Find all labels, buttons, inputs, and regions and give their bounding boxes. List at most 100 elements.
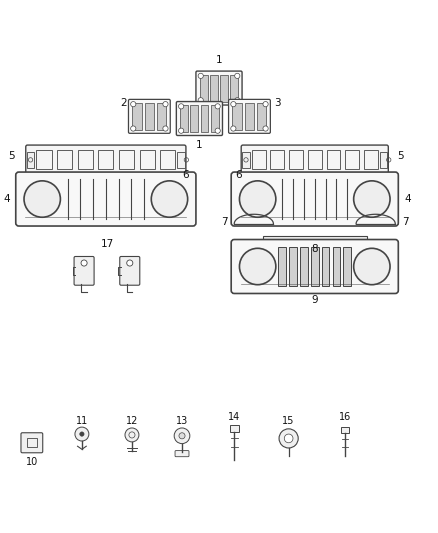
FancyBboxPatch shape (229, 99, 270, 133)
Bar (27, 439, 37, 447)
Bar (78, 150, 93, 169)
Bar (327, 150, 340, 169)
Bar (257, 103, 266, 130)
Circle shape (80, 432, 84, 436)
Text: 17: 17 (101, 239, 114, 249)
Bar (233, 103, 242, 130)
Bar (157, 103, 166, 130)
Text: 1: 1 (196, 140, 203, 150)
Bar (145, 103, 154, 130)
Bar (252, 150, 265, 169)
Bar (36, 150, 52, 169)
Circle shape (75, 427, 89, 441)
Bar (332, 247, 340, 286)
Text: 6: 6 (182, 169, 189, 180)
FancyBboxPatch shape (120, 256, 140, 285)
Bar (34, 174, 178, 179)
Bar (180, 105, 188, 132)
Circle shape (279, 429, 298, 448)
Bar (262, 236, 367, 240)
Text: 14: 14 (228, 412, 240, 422)
Bar (364, 150, 378, 169)
Text: 3: 3 (275, 98, 281, 108)
Bar (380, 152, 388, 168)
Text: 9: 9 (311, 295, 318, 305)
Circle shape (215, 104, 220, 109)
Bar (242, 152, 250, 168)
FancyBboxPatch shape (231, 239, 398, 294)
Bar (245, 103, 254, 130)
Circle shape (179, 104, 184, 109)
Circle shape (163, 102, 168, 107)
FancyBboxPatch shape (74, 256, 94, 285)
FancyBboxPatch shape (196, 71, 242, 105)
Circle shape (179, 433, 185, 439)
Text: 1: 1 (215, 55, 223, 66)
Text: 7: 7 (402, 217, 408, 227)
Circle shape (81, 260, 87, 266)
Circle shape (353, 248, 390, 285)
Text: 12: 12 (126, 416, 138, 426)
Bar (270, 150, 284, 169)
Bar (289, 150, 303, 169)
Text: 5: 5 (8, 150, 14, 160)
Circle shape (231, 102, 236, 107)
Circle shape (198, 73, 203, 78)
Circle shape (263, 126, 268, 131)
Text: 4: 4 (404, 194, 410, 204)
Circle shape (127, 260, 133, 266)
Circle shape (198, 98, 203, 103)
Text: 13: 13 (176, 416, 188, 426)
Circle shape (240, 181, 276, 217)
Bar (200, 75, 208, 102)
Bar (321, 247, 329, 286)
Bar (191, 105, 198, 132)
Bar (140, 150, 155, 169)
Bar (201, 105, 208, 132)
Bar (230, 425, 239, 432)
FancyBboxPatch shape (128, 99, 170, 133)
Bar (119, 150, 134, 169)
FancyBboxPatch shape (21, 433, 43, 453)
Circle shape (235, 98, 240, 103)
Circle shape (231, 126, 236, 131)
FancyBboxPatch shape (231, 172, 398, 226)
Bar (345, 150, 359, 169)
Bar (211, 105, 219, 132)
Text: 6: 6 (236, 169, 242, 180)
Bar (230, 75, 238, 102)
Bar (160, 150, 176, 169)
Text: 15: 15 (283, 416, 295, 426)
FancyBboxPatch shape (16, 172, 196, 226)
Bar (300, 247, 308, 286)
Circle shape (235, 73, 240, 78)
Text: 4: 4 (4, 194, 10, 204)
Circle shape (24, 181, 60, 217)
Circle shape (179, 128, 184, 133)
Bar (57, 150, 72, 169)
Circle shape (131, 102, 136, 107)
Text: 10: 10 (26, 457, 38, 467)
Circle shape (174, 428, 190, 443)
Bar (177, 152, 185, 168)
Text: 11: 11 (76, 416, 88, 426)
FancyBboxPatch shape (26, 145, 186, 175)
Bar (279, 247, 286, 286)
Bar (27, 152, 35, 168)
Bar (311, 247, 318, 286)
Circle shape (163, 126, 168, 131)
Circle shape (284, 434, 293, 443)
Bar (308, 150, 321, 169)
Text: 16: 16 (339, 412, 351, 422)
Circle shape (215, 128, 220, 133)
Text: 5: 5 (397, 150, 404, 160)
Circle shape (151, 181, 187, 217)
Bar (132, 103, 142, 130)
FancyBboxPatch shape (175, 450, 189, 457)
Text: 7: 7 (221, 217, 228, 227)
FancyBboxPatch shape (177, 102, 223, 135)
Circle shape (125, 428, 139, 442)
Bar (98, 150, 113, 169)
Text: 2: 2 (120, 98, 127, 108)
Bar (341, 427, 349, 433)
